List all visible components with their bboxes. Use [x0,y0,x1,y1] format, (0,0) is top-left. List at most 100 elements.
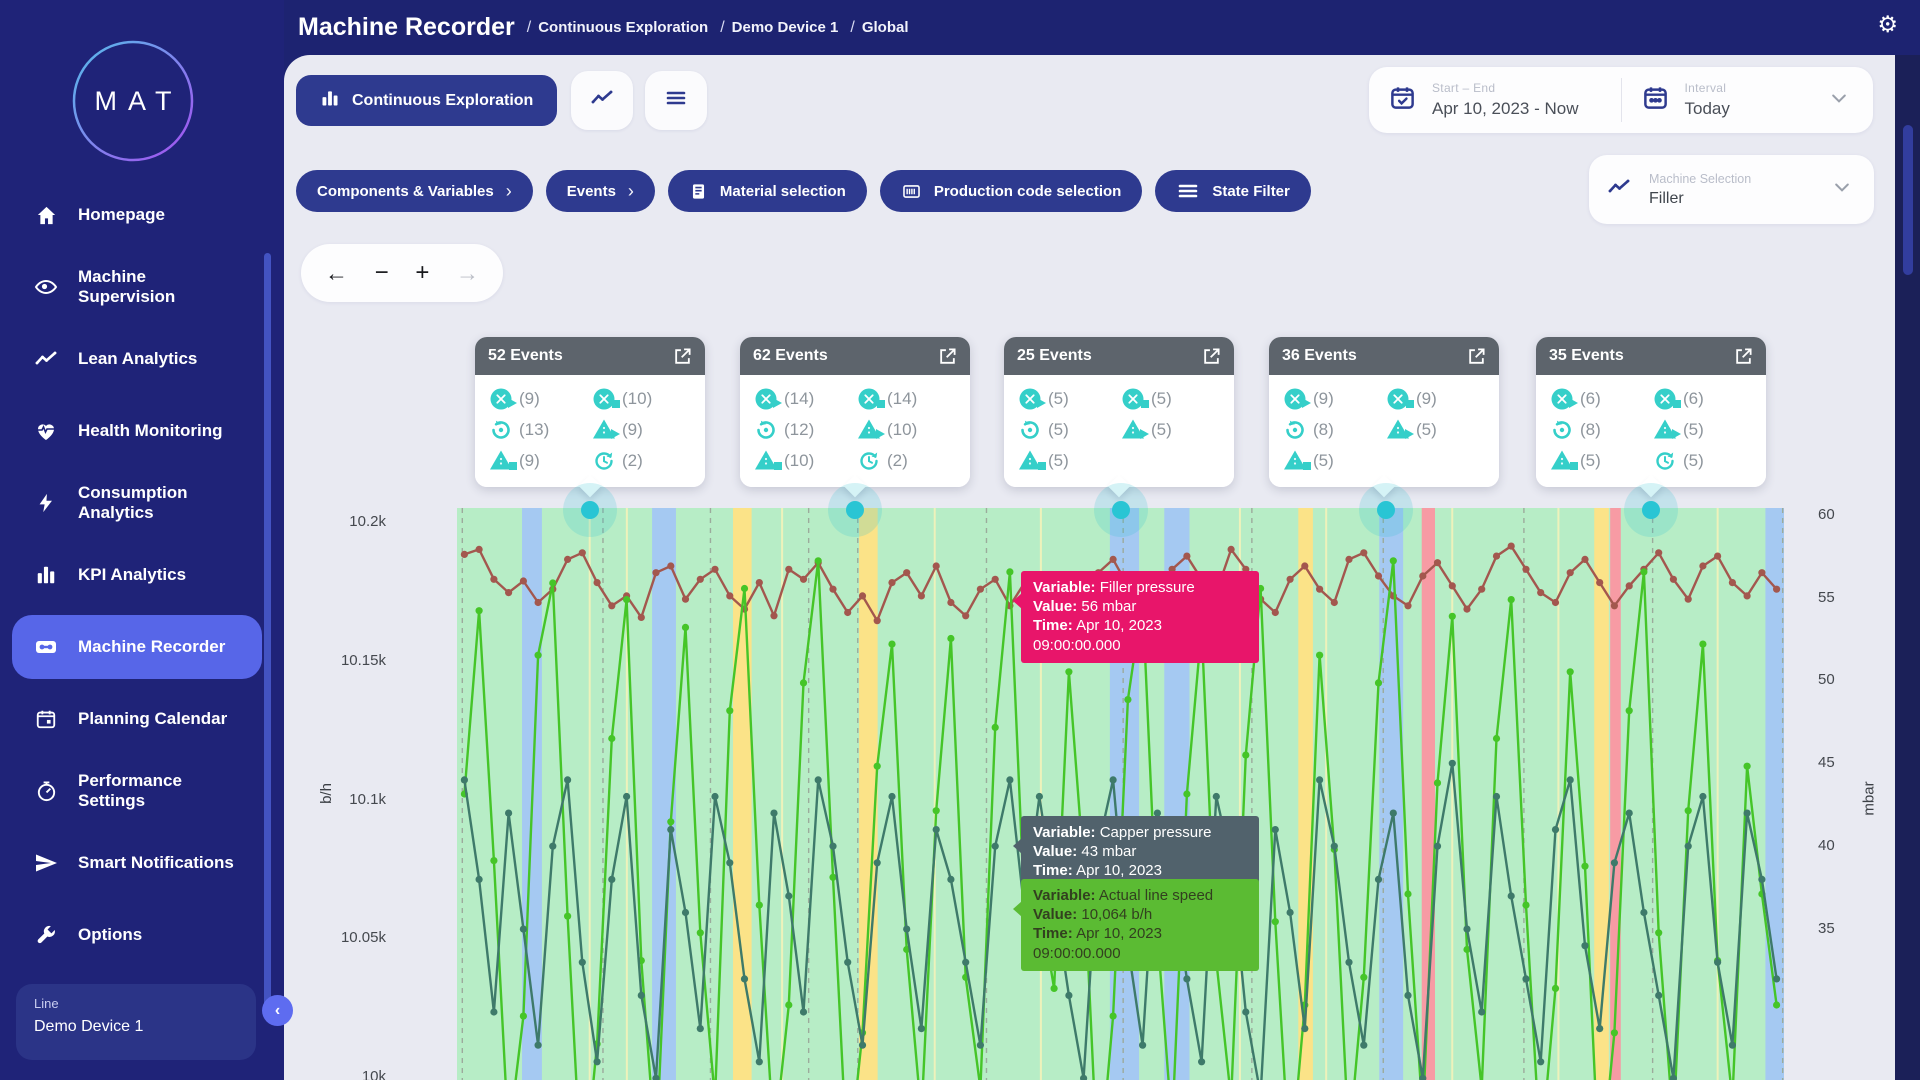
event-type-row: (10) [592,387,695,411]
home-icon [34,203,58,227]
external-link-icon[interactable] [1202,347,1221,366]
sidebar-item-planning-calendar[interactable]: Planning Calendar [12,687,262,751]
list-view-button[interactable] [645,71,707,130]
circle-x-icon [1550,387,1576,411]
header: Machine Recorder /Continuous Exploration… [284,0,1920,55]
event-count: (5) [1683,420,1704,440]
circle-x-icon [857,387,883,411]
tooltip-arrow [1013,593,1022,609]
sidebar-item-label: Homepage [78,205,165,225]
machine-selection-dropdown[interactable]: Machine Selection Filler [1589,155,1874,224]
breadcrumb-separator: / [720,19,724,36]
continuous-exploration-label: Continuous Exploration [352,92,533,110]
sidebar-item-homepage[interactable]: Homepage [12,183,262,247]
back-button[interactable]: ← [325,262,348,285]
breadcrumb-separator: / [527,19,531,36]
restart-icon [1283,418,1309,442]
sidebar-item-label: Consumption Analytics [78,483,243,522]
sidebar-item-smart-notifications[interactable]: Smart Notifications [12,831,262,895]
tooltip-value: Value: 43 mbar [1033,842,1249,861]
filter-events[interactable]: Events› [546,170,655,212]
external-link-icon[interactable] [1467,347,1486,366]
external-link-icon[interactable] [938,347,957,366]
event-count: (9) [519,451,540,471]
event-count: (6) [1683,389,1704,409]
event-marker-dot-3[interactable] [1112,501,1130,519]
window-scrollbar-thumb[interactable] [1903,125,1913,275]
event-count: (2) [622,451,643,471]
interval-picker[interactable]: Interval Today [1622,67,1874,133]
event-count: (13) [519,420,549,440]
brand-logo: MAT [72,40,194,162]
chevron-down-icon [1829,88,1849,113]
event-card-1: 52 Events (9) (13) (9) (10) (9) (2) [475,337,705,487]
sidebar-item-consumption-analytics[interactable]: Consumption Analytics [12,471,262,535]
zoom-in-button[interactable]: + [415,261,429,285]
history-icon [1653,449,1679,473]
event-type-row: (9) [1386,387,1489,411]
breadcrumb: /Continuous Exploration/Demo Device 1/Gl… [515,19,909,37]
event-card-header: 35 Events [1536,337,1766,375]
bars-icon [34,563,58,587]
event-count: (5) [1048,420,1069,440]
marker-square-icon [612,395,620,413]
event-count: (5) [1580,451,1601,471]
event-type-row: (9) [1283,387,1386,411]
calendar-dots-icon [1642,84,1669,116]
zoom-out-button[interactable]: − [375,261,389,285]
filter-components-variables[interactable]: Components & Variables› [296,170,533,212]
sidebar-item-kpi-analytics[interactable]: KPI Analytics [12,543,262,607]
right-axis-tick: 55 [1818,589,1868,606]
filter-state-filter[interactable]: State Filter [1155,170,1311,212]
breadcrumb-item[interactable]: Global [862,19,909,36]
sidebar-item-machine-supervision[interactable]: Machine Supervision [12,255,262,319]
barcode-icon [901,182,922,201]
event-type-row: (5) [1018,418,1121,442]
event-type-row: (5) [1653,418,1756,442]
sidebar-item-options[interactable]: Options [12,903,262,967]
start-end-picker[interactable]: Start – End Apr 10, 2023 - Now [1369,67,1621,133]
event-marker-dot-1[interactable] [581,501,599,519]
event-card-title: 62 Events [753,347,828,365]
line-view-button[interactable] [571,71,633,130]
chevron-down-icon [1832,177,1852,202]
event-type-row: (14) [754,387,857,411]
event-marker-dot-4[interactable] [1377,501,1395,519]
line-selector-card[interactable]: Line Demo Device 1 [16,984,256,1060]
tooltip-arrow [1013,838,1022,854]
window-scrollbar-track[interactable] [1895,55,1920,1080]
breadcrumb-item[interactable]: Demo Device 1 [732,19,839,36]
marker-square-icon [1673,395,1681,413]
marker-square-icon [877,395,885,413]
sidebar-item-machine-recorder[interactable]: Machine Recorder [12,615,262,679]
event-card-5: 35 Events (6) (8) (5) (6) (5) (5) [1536,337,1766,487]
forward-button[interactable]: → [456,262,479,285]
history-icon [857,449,883,473]
trend-icon [34,347,58,371]
warning-icon [1121,418,1147,442]
event-count: (9) [1313,389,1334,409]
sidebar-item-label: Planning Calendar [78,709,227,729]
event-count: (5) [1048,451,1069,471]
sidebar-item-lean-analytics[interactable]: Lean Analytics [12,327,262,391]
event-card-header: 62 Events [740,337,970,375]
warning-icon [1550,449,1576,473]
sidebar-collapse-button[interactable]: ‹ [262,995,293,1026]
left-axis-title: b/h [318,783,335,804]
sidebar-item-health-monitoring[interactable]: Health Monitoring [12,399,262,463]
breadcrumb-item[interactable]: Continuous Exploration [538,19,708,36]
menu-icon [1176,179,1200,203]
circle-x-icon [754,387,780,411]
external-link-icon[interactable] [673,347,692,366]
continuous-exploration-button[interactable]: Continuous Exploration [296,75,557,126]
bar-chart-icon [320,88,340,113]
filter-production-code-selection[interactable]: Production code selection [880,170,1143,212]
sidebar-item-label: Options [78,925,142,945]
sidebar-item-performance-settings[interactable]: Performance Settings [12,759,262,823]
sidebar-scrollbar[interactable] [264,253,271,1010]
event-type-row: (2) [592,449,695,473]
filter-material-selection[interactable]: Material selection [668,170,867,212]
right-axis-tick: 45 [1818,754,1868,771]
event-marker-dot-2[interactable] [846,501,864,519]
external-link-icon[interactable] [1734,347,1753,366]
